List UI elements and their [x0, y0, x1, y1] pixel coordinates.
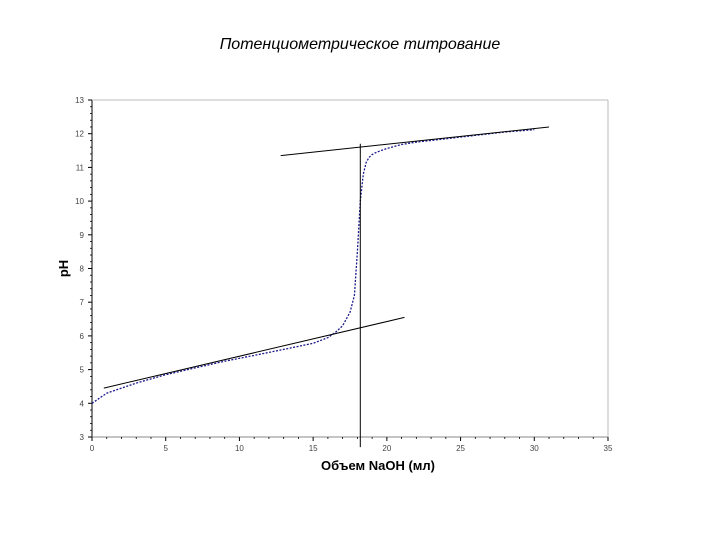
x-tick-label: 25 [456, 444, 465, 453]
x-tick-label: 30 [530, 444, 539, 453]
y-tick-label: 8 [80, 265, 85, 274]
x-tick-label: 35 [604, 444, 613, 453]
ticks-group: 3 4 5 6 7 8 9 10 11 12 13 0 5 10 15 20 25 30 35 [75, 96, 613, 453]
y-tick-label: 12 [75, 130, 84, 139]
chart-title: Потенциометрическое титрование [219, 36, 501, 53]
x-axis-title: Объем NaOH (мл) [321, 458, 435, 473]
y-tick-label: 11 [76, 163, 85, 172]
x-tick-label: 15 [309, 444, 318, 453]
y-tick-label: 3 [80, 433, 85, 442]
y-tick-label: 9 [80, 231, 85, 240]
lower-tangent-line [103, 316, 405, 389]
x-tick-label: 10 [235, 444, 244, 453]
series-group [91, 126, 550, 448]
y-tick-label: 10 [75, 197, 84, 206]
y-tick-label: 6 [80, 332, 85, 341]
titration-curve [91, 129, 535, 404]
y-axis-title: pH [56, 260, 71, 277]
x-tick-label: 5 [163, 444, 168, 453]
upper-tangent-line [280, 126, 550, 157]
y-tick-label: 13 [75, 96, 84, 105]
y-tick-label: 5 [80, 366, 85, 375]
y-tick-label: 7 [80, 298, 85, 307]
x-tick-label: 20 [382, 444, 391, 453]
x-tick-label: 0 [90, 444, 95, 453]
y-tick-label: 4 [80, 399, 85, 408]
